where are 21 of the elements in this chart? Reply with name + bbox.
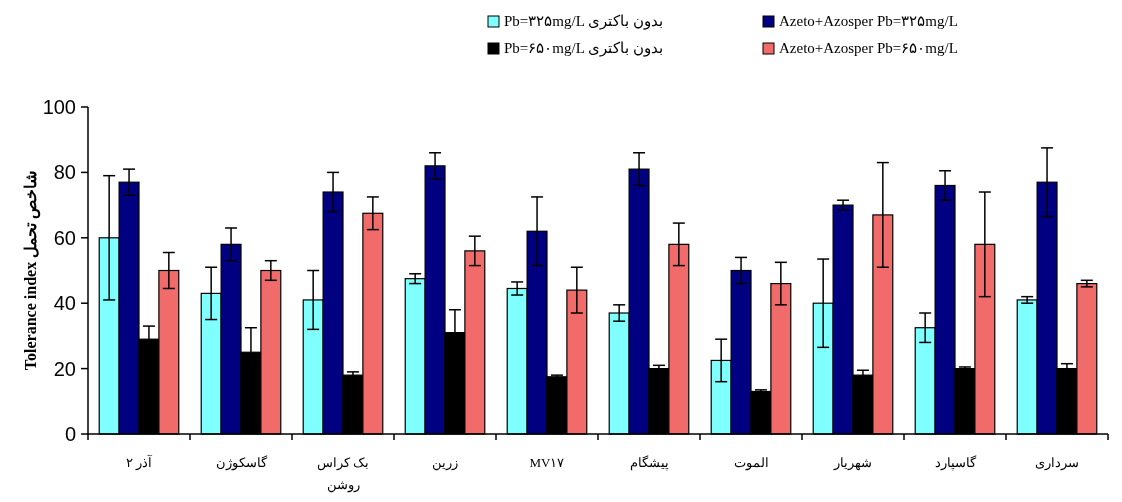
y-tick-label: 20 bbox=[53, 357, 76, 380]
x-tick-label: آذر ۲ bbox=[125, 454, 154, 471]
x-tick-label: زرین bbox=[432, 455, 458, 471]
x-tick-label: الموت bbox=[733, 455, 769, 471]
legend-label: Azeto+Azosper Pb=۳۲۵mg/L bbox=[779, 13, 958, 29]
x-tick-label: شهریار bbox=[833, 455, 872, 471]
x-tick-label: MV۱۷ bbox=[529, 455, 565, 470]
y-tick-label: 40 bbox=[53, 292, 76, 315]
y-tick-label: 80 bbox=[53, 161, 76, 184]
y-tick-label: 100 bbox=[42, 96, 76, 118]
y-axis-title: Tolerance index شاخص تحمل bbox=[22, 170, 41, 371]
legend-label: Azeto+Azosper Pb=۶۵۰mg/L bbox=[779, 40, 958, 56]
legend-label: Pb=۳۲۵mg/L بدون باکتری bbox=[504, 13, 663, 30]
x-tick-label: پیشگام bbox=[629, 455, 669, 471]
x-tick-label: بک کراس روشن bbox=[316, 455, 370, 493]
legend-label: Pb=۶۵۰mg/L بدون باکتری bbox=[504, 40, 663, 57]
y-tick-label: 0 bbox=[64, 423, 76, 445]
x-tick-label: گاسکوژن bbox=[215, 455, 268, 471]
x-tick-label: گاسپارد bbox=[934, 455, 977, 471]
x-tick-label: سرداری bbox=[1035, 455, 1079, 471]
y-tick-label: 60 bbox=[53, 226, 76, 249]
